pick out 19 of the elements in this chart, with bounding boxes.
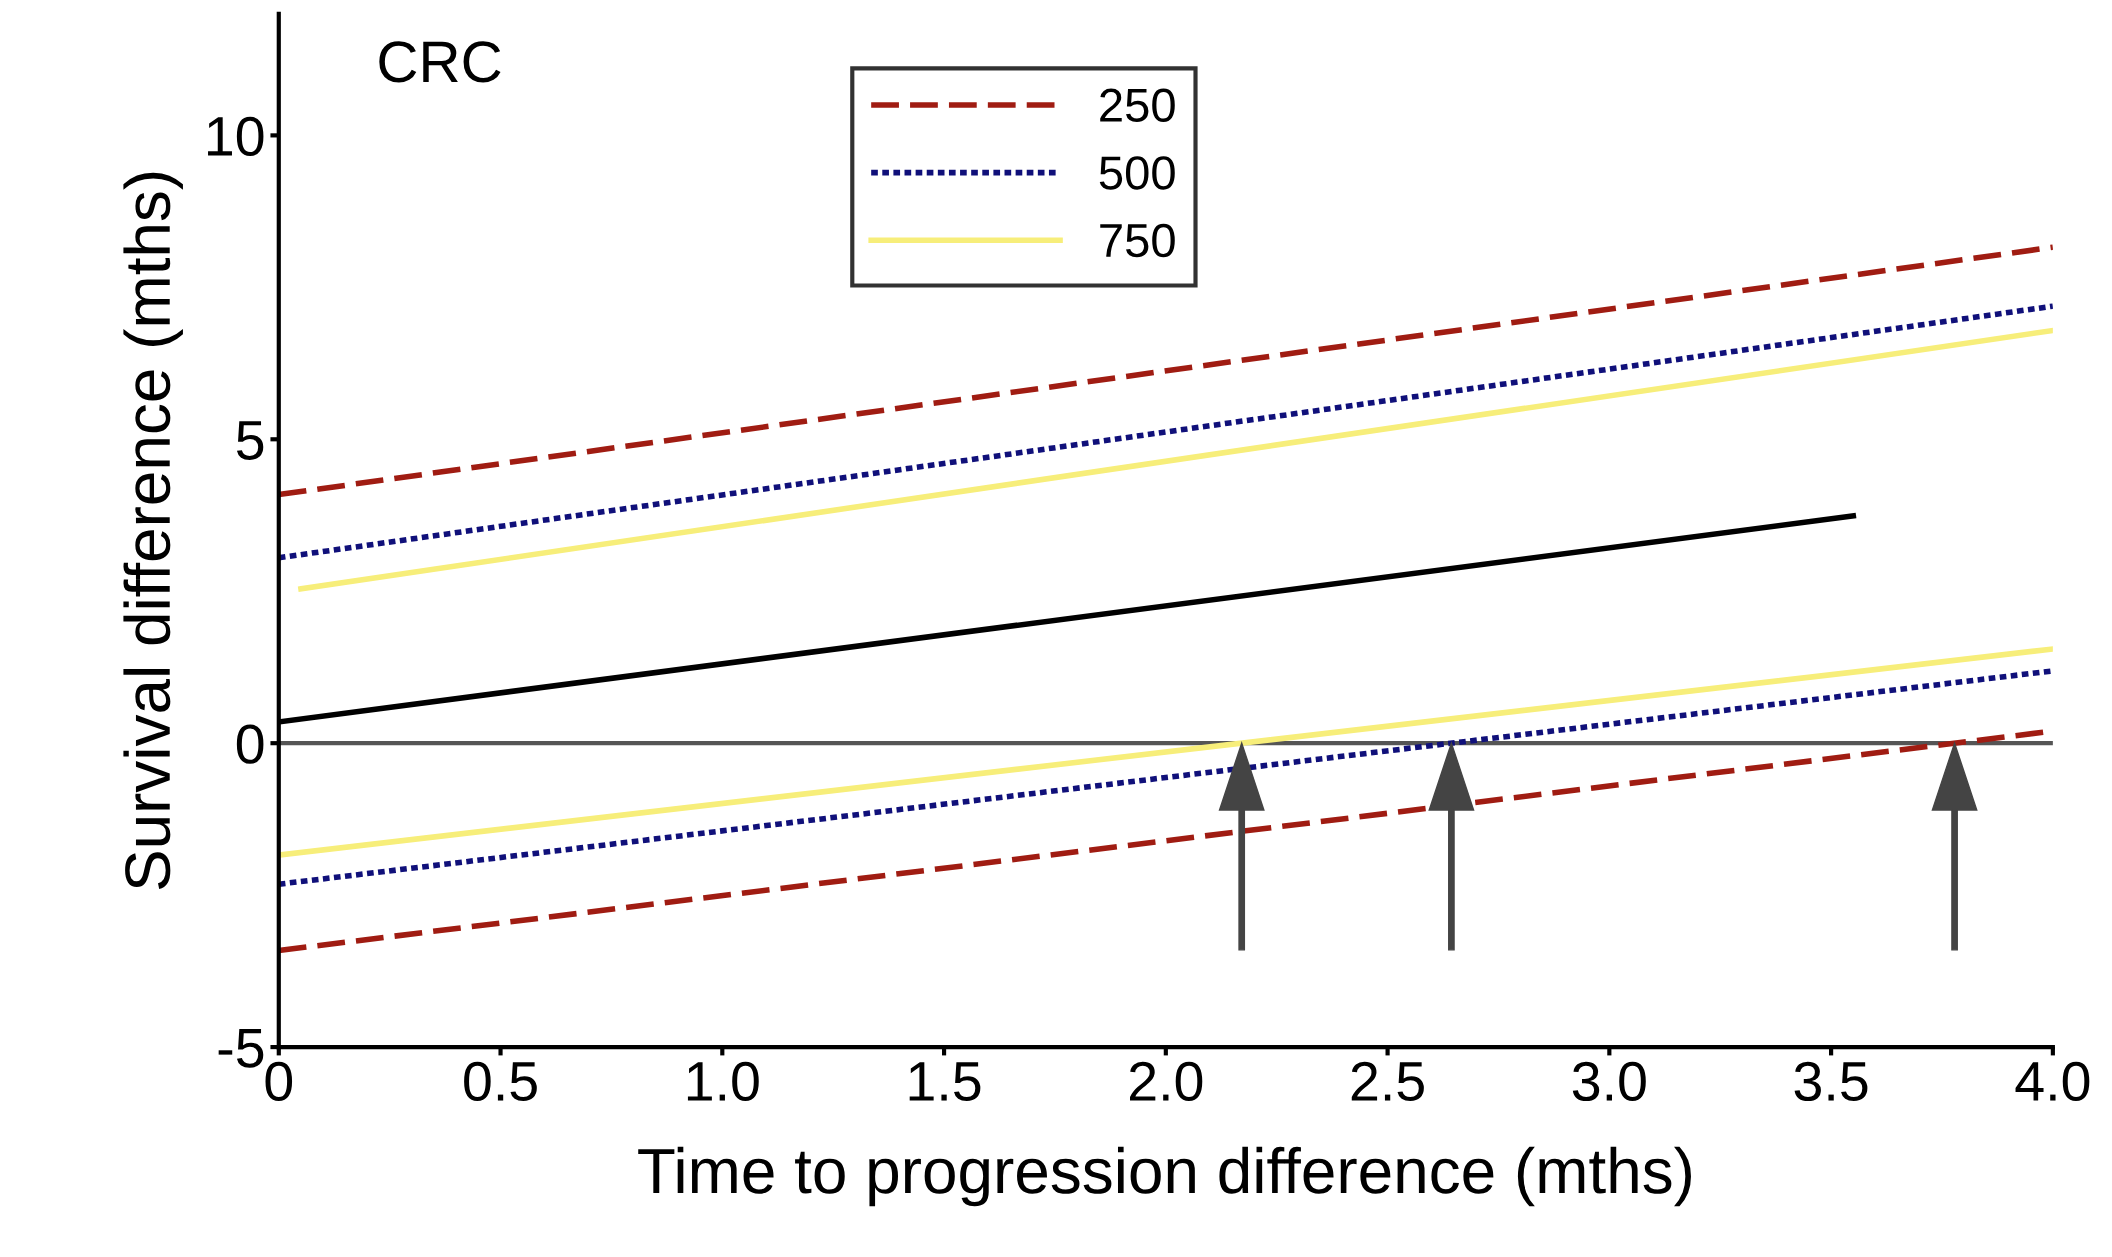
y-tick-label: 0 <box>236 724 264 764</box>
x-tick-label: 4.0 <box>2015 1061 2090 1102</box>
x-axis-title: Time to progression difference (mths) <box>638 1146 1691 1207</box>
chart-title: CRC <box>379 41 501 83</box>
legend-label: 750 <box>1100 223 1175 258</box>
x-tick-label: 2.0 <box>1130 1061 1203 1102</box>
x-tick-label: 0 <box>265 1061 293 1102</box>
y-axis-title: Survival difference (mths) <box>123 172 183 890</box>
x-tick-label: 0.5 <box>464 1061 537 1102</box>
legend-label: 250 <box>1100 88 1175 123</box>
y-tick-label: 10 <box>208 116 264 157</box>
legend-label: 500 <box>1099 156 1175 190</box>
y-tick-label: 5 <box>236 421 264 460</box>
x-tick-label: 1.5 <box>909 1062 981 1102</box>
x-tick-label: 3.5 <box>1794 1061 1868 1102</box>
x-tick-label: 2.5 <box>1351 1061 1424 1102</box>
x-tick-label: 3.0 <box>1572 1061 1646 1102</box>
y-tick-label: -5 <box>218 1028 264 1068</box>
x-tick-label: 1.0 <box>687 1061 759 1102</box>
